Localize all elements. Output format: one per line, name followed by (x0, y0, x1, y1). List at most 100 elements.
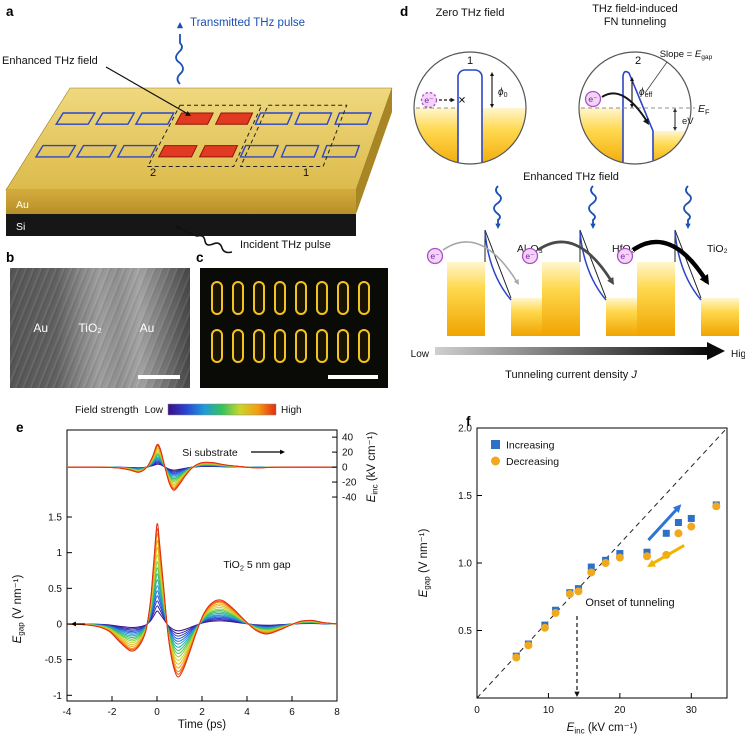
arrowhead (280, 449, 285, 455)
diagram-2-number: 2 (635, 55, 641, 67)
antenna-array (211, 281, 370, 363)
antenna-slot (232, 329, 244, 363)
antenna-slot (358, 329, 370, 363)
thz-pulse-icon (588, 185, 597, 225)
data-point-decreasing (687, 522, 696, 531)
antenna-slot (321, 144, 361, 158)
incident-pulse-label: Incident THz pulse (240, 239, 331, 251)
antenna-slot (94, 112, 136, 125)
data-point-decreasing (512, 653, 521, 662)
barrier-curve (674, 231, 702, 301)
arrowhead (490, 104, 494, 108)
current-density-arrow (435, 347, 707, 355)
arrowhead (673, 127, 677, 131)
material-label-au-right: Au (139, 320, 155, 335)
enhanced-antenna-slot (214, 112, 254, 125)
arrowhead (513, 279, 519, 285)
material-label-tio2: TiO₂ (78, 320, 102, 335)
plot-frame (66, 429, 338, 702)
right-tick-label: 20 (342, 448, 354, 459)
zero-field-diagram (414, 69, 526, 164)
tunneling-arrow (442, 241, 518, 283)
data-point-increasing (616, 550, 624, 558)
y-tick-label: 0.5 (458, 626, 472, 637)
barrier-outline (674, 229, 702, 299)
x-axis-label: Time (ps) (178, 719, 226, 731)
panel-label-e: e (16, 420, 24, 435)
panel-e-waveform-chart: Field strength Low High-1-0.500.511.540200… (12, 403, 380, 731)
data-point-decreasing (587, 568, 596, 577)
enhanced-antenna-slot (198, 145, 239, 158)
x-tick-label: 4 (244, 707, 250, 718)
antenna-slot (280, 144, 320, 158)
data-point-increasing (662, 529, 670, 537)
phi0-label: ϕ0 (498, 87, 508, 99)
legend-label-decreasing: Decreasing (506, 456, 559, 468)
data-point-decreasing (574, 587, 583, 596)
right-tick-label: 0 (342, 463, 348, 474)
y-axis-label-left: Egap (V nm⁻¹) (12, 574, 26, 643)
gold-electrode (637, 262, 675, 336)
data-point-decreasing (615, 553, 624, 562)
arrowhead (630, 77, 634, 81)
fn-tunneling-title: THz field-induced (592, 3, 678, 15)
x-tick-label: 2 (199, 707, 205, 718)
antenna-slot (54, 112, 97, 125)
thz-pulse-icon (683, 185, 692, 225)
electron-label: e⁻ (424, 95, 434, 105)
high-label: High (731, 349, 745, 360)
arrowhead (495, 223, 501, 229)
gold-electrode (447, 262, 485, 336)
panel-label-d: d (400, 4, 409, 19)
panel-a-schematic: 2 1 Au Si Enhanced THz field Transmitted THz … (2, 17, 393, 254)
enhanced-field-label: Enhanced THz field (2, 55, 98, 67)
data-point-decreasing (601, 559, 610, 567)
antenna-slot (295, 329, 307, 363)
enhanced-antenna-slot (157, 145, 198, 158)
antenna-slot (294, 112, 333, 125)
arrowhead (685, 223, 691, 229)
antenna-slot (253, 281, 265, 315)
arrowhead (175, 225, 181, 231)
gold-electrode (701, 298, 739, 336)
electron-icon (420, 91, 438, 109)
data-point-increasing (587, 563, 595, 571)
left-tick-label: 1.5 (48, 513, 62, 524)
transmitted-pulse-label: Transmitted THz pulse (190, 17, 305, 29)
panel-label-a: a (6, 4, 14, 19)
diagram-circle (413, 51, 527, 165)
legend-marker-decreasing (491, 456, 500, 466)
arrowhead (673, 108, 677, 112)
arrowhead (176, 22, 184, 29)
panel-label-b: b (6, 250, 15, 265)
tunneling-arrow (631, 239, 709, 284)
colorbar-title: Field strength (75, 404, 139, 416)
arrowhead (574, 691, 580, 697)
left-tick-label: 0.5 (48, 584, 62, 595)
x-tick-label: 8 (334, 707, 340, 718)
onset-annotation: Onset of tunneling (585, 597, 674, 609)
y-tick-label: 1.0 (458, 559, 472, 570)
antenna-slot (274, 281, 286, 315)
tunneling-arrow (537, 240, 614, 283)
fermi-energy-label: EF (698, 103, 710, 116)
slope-label: Slope = Egap (660, 49, 713, 61)
legend-marker-increasing (491, 440, 500, 449)
region-outline (146, 104, 263, 167)
diagram-1-number: 1 (467, 55, 473, 67)
arrowhead (672, 504, 682, 513)
arrowhead (630, 104, 634, 108)
panel-c-microscope-image (200, 268, 388, 388)
electron-icon (584, 90, 602, 108)
panel-f-scatter-chart: 0.5 1.0 1.5 2.0 0 10 20 30 Increasing Decreasing O… (418, 424, 728, 736)
phieff-label: ϕeff (639, 87, 652, 99)
left-tick-label: -0.5 (45, 655, 63, 666)
y-axis-label: Egap (V nm⁻¹) (418, 528, 432, 597)
material-label: TiO₂ (707, 243, 728, 255)
antenna-slot (211, 329, 223, 363)
electron-label: e⁻ (430, 251, 440, 261)
region-2-label: 2 (150, 167, 156, 179)
x-tick-label: 30 (686, 705, 698, 716)
